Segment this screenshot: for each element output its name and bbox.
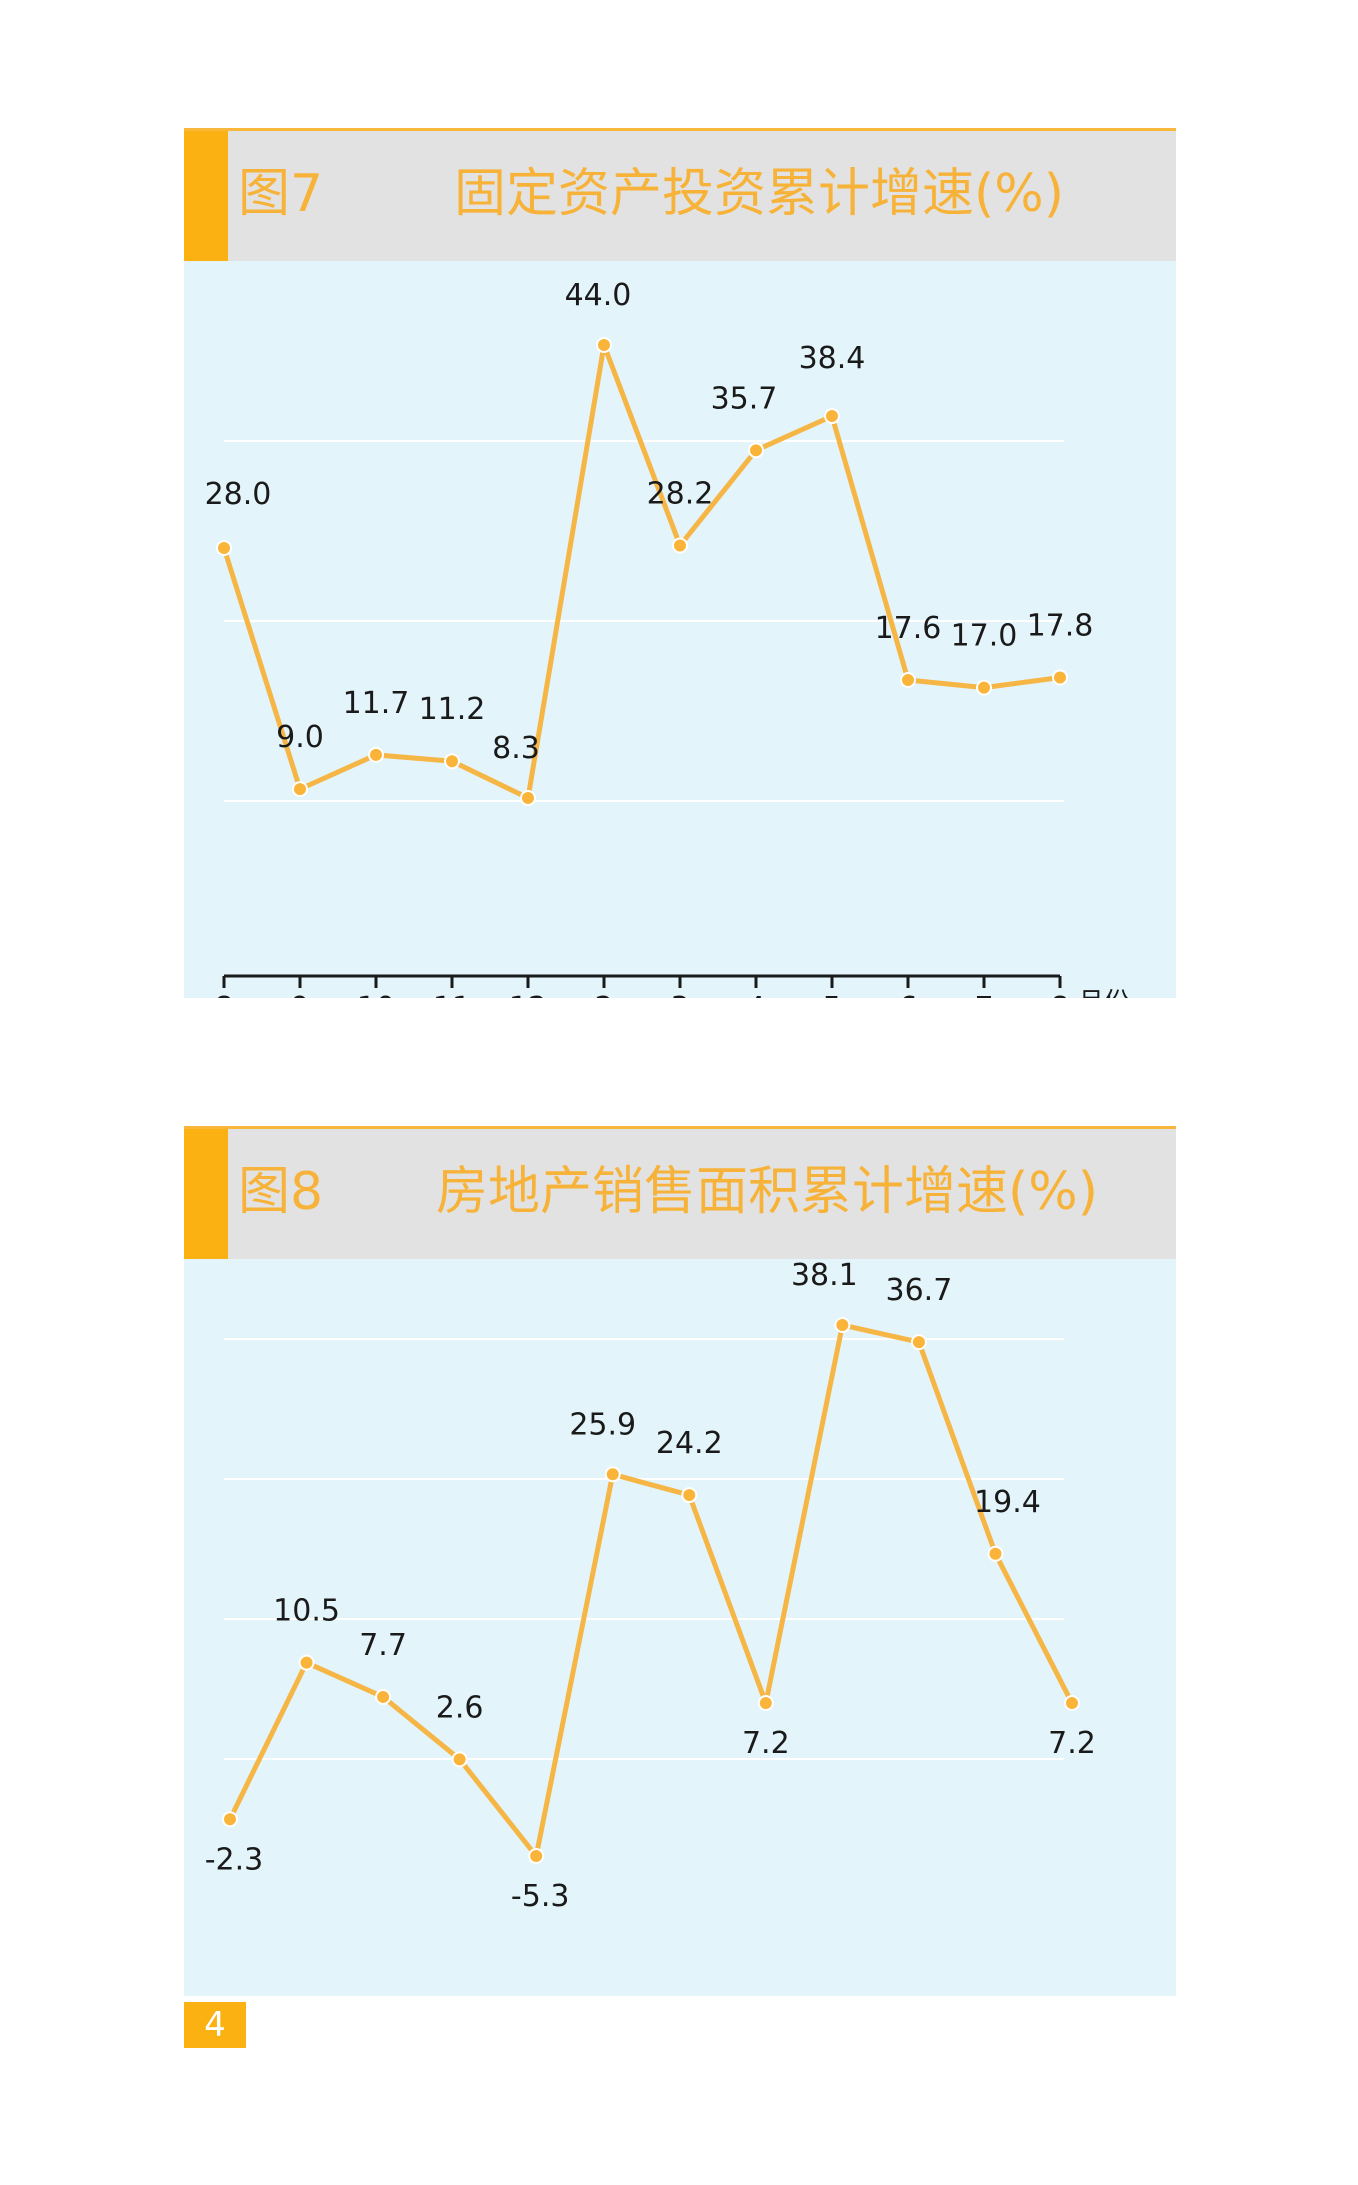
data-point [298, 1654, 315, 1671]
data-label: 10.5 [273, 1594, 340, 1629]
x-tick-label: 7 [974, 991, 993, 998]
data-label: 17.6 [875, 611, 942, 646]
series-line [227, 1322, 1075, 1859]
data-label: 17.8 [1027, 608, 1094, 643]
data-label: 7.2 [1048, 1726, 1096, 1761]
data-label: 24.2 [656, 1426, 723, 1461]
page-number: 4 [184, 2002, 246, 2048]
x-tick-label: 8 [214, 991, 233, 998]
figure-7-panel: 图7 固定资产投资累计增速(%) 891011122345678月份2020年|… [184, 128, 1176, 998]
x-axis-label: 月份 [1078, 988, 1130, 998]
data-point [368, 746, 384, 763]
plot-background [184, 1259, 1176, 1996]
data-point [834, 1317, 851, 1333]
x-tick-label: 5 [822, 991, 841, 998]
data-label: 36.7 [886, 1273, 953, 1308]
data-point [672, 537, 688, 554]
data-label: 35.7 [711, 381, 778, 416]
figure-8-panel: 图8 房地产销售面积累计增速(%) 891011122345678月份2020年… [184, 1126, 1176, 1996]
x-tick-label: 9 [290, 991, 309, 998]
data-label: 8.3 [492, 731, 540, 766]
series-line [221, 342, 1061, 801]
x-tick-label: 3 [670, 991, 689, 998]
data-label: 11.7 [343, 686, 410, 721]
x-tick-label: 4 [746, 991, 765, 998]
figure-header: 图7 固定资产投资累计增速(%) [184, 131, 1176, 261]
x-tick-label: 12 [509, 991, 547, 998]
data-point [748, 442, 764, 459]
data-point [976, 679, 992, 696]
data-point [900, 671, 916, 688]
x-tick-label: 2 [594, 991, 613, 998]
chart-fixed-asset-investment: 891011122345678月份2020年|2021年28.09.011.71… [184, 261, 1176, 998]
header-top-rule [184, 1126, 1176, 1129]
data-label: 38.1 [791, 1259, 858, 1293]
plot-background [184, 261, 1176, 998]
chart-real-estate-sales-area: 891011122345678月份2020年|2021年-2.310.57.72… [184, 1259, 1176, 1996]
data-point [222, 1811, 238, 1828]
data-label: 25.9 [569, 1407, 636, 1442]
data-point [520, 790, 536, 806]
data-label: 7.7 [359, 1628, 407, 1663]
data-point [824, 408, 840, 425]
x-tick-label: 8 [1050, 991, 1069, 998]
figure-title: 房地产销售面积累计增速(%) [436, 1162, 1098, 1222]
data-point [987, 1545, 1004, 1562]
data-point [451, 1751, 468, 1768]
data-point [1064, 1695, 1080, 1712]
data-point [216, 540, 232, 557]
data-label: 19.4 [974, 1485, 1041, 1520]
data-label: 44.0 [565, 278, 632, 313]
header-accent-bar [184, 131, 228, 261]
data-point [910, 1334, 927, 1351]
data-label: 7.2 [742, 1726, 790, 1761]
data-label: 17.0 [951, 619, 1018, 654]
x-tick-label: 10 [357, 991, 395, 998]
data-label: -5.3 [511, 1879, 570, 1914]
data-point [1052, 669, 1068, 686]
data-point [292, 781, 308, 798]
data-label: 38.4 [799, 341, 866, 376]
data-label: 28.0 [205, 477, 272, 512]
data-point [596, 337, 612, 353]
header-top-rule [184, 128, 1176, 131]
x-tick-label: 11 [433, 991, 471, 998]
x-tick-label: 6 [898, 991, 917, 998]
figure-header: 图8 房地产销售面积累计增速(%) [184, 1129, 1176, 1259]
data-label: 2.6 [436, 1690, 484, 1725]
data-label: 11.2 [419, 692, 486, 727]
data-point [604, 1466, 621, 1483]
data-label: 9.0 [276, 720, 324, 755]
header-accent-bar [184, 1129, 228, 1259]
data-point [375, 1688, 392, 1705]
data-point [528, 1848, 545, 1864]
data-label: -2.3 [205, 1842, 264, 1877]
figure-title: 固定资产投资累计增速(%) [454, 164, 1064, 224]
data-point [681, 1487, 698, 1504]
figure-number: 图8 [238, 1162, 324, 1222]
figure-number: 图7 [238, 164, 324, 224]
data-label: 28.2 [647, 476, 714, 511]
data-point [444, 753, 460, 770]
data-point [757, 1695, 774, 1712]
